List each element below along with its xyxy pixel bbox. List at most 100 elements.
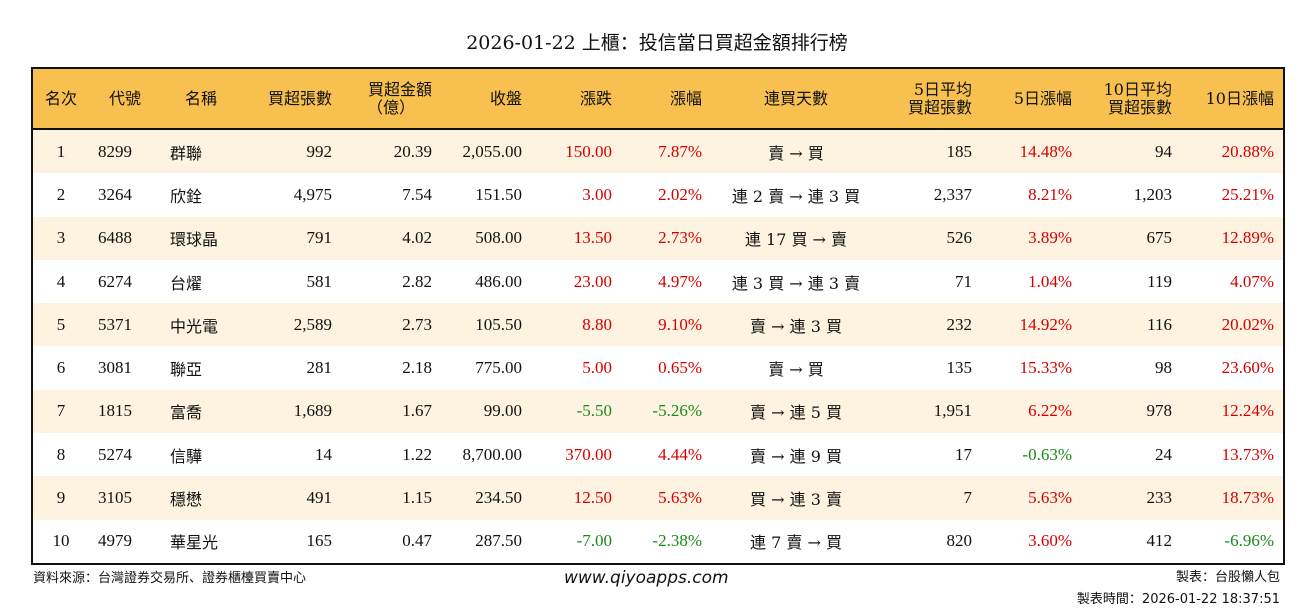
cell-close: 775.00 — [475, 358, 522, 378]
cell-net-buy-amount: 2.82 — [402, 271, 432, 291]
data-source: 資料來源：台灣證券交易所、證券櫃檯買賣中心 — [33, 571, 307, 586]
table-header: 名次 代號 名稱 買超張數 買超金額 （億） 收盤 漲跌 漲幅 連買天數 5日平均 買超張數 5日漲幅 1… — [32, 68, 1284, 130]
cell-name: 環球晶 — [170, 230, 219, 250]
cell-pct10: 4.07% — [1230, 271, 1274, 291]
cell-code: 3081 — [98, 358, 132, 378]
cell-net-buy-amount: 1.67 — [402, 401, 432, 421]
cell-code: 5274 — [98, 444, 132, 464]
header-label: 5日平均 — [913, 79, 972, 99]
cell-change: -5.50 — [576, 401, 612, 421]
cell-close: 287.50 — [475, 531, 522, 551]
header-net-buy-amount: 買超金額 （億） — [341, 68, 441, 130]
cell-close: 508.00 — [475, 228, 522, 248]
cell-code: 3264 — [98, 184, 132, 204]
cell-change: 3.00 — [582, 184, 612, 204]
cell-change: 8.80 — [582, 314, 612, 334]
header-close: 收盤 — [441, 68, 531, 130]
cell-streak: 連 17 買 → 賣 — [744, 230, 848, 250]
cell-net-buy-lots: 1,689 — [293, 401, 332, 421]
cell-close: 105.50 — [475, 314, 522, 334]
cell-pct10: 12.24% — [1221, 401, 1274, 421]
website-link[interactable]: www.qiyoapps.com — [564, 568, 729, 588]
header-label: 5日漲幅 — [1013, 88, 1072, 108]
cell-streak: 賣 → 連 9 買 — [750, 446, 842, 466]
cell-rank: 10 — [52, 531, 70, 551]
cell-rank: 1 — [56, 141, 66, 161]
ranking-table: 名次 代號 名稱 買超張數 買超金額 （億） 收盤 漲跌 漲幅 連買天數 5日平均 買超張數 5日漲幅 1… — [31, 67, 1285, 565]
cell-avg5-lots: 71 — [955, 271, 972, 291]
cell-net-buy-amount: 2.73 — [402, 314, 432, 334]
header-label-line2: 買超張數 — [1107, 97, 1172, 117]
cell-avg10-lots: 98 — [1155, 358, 1172, 378]
timestamp: 製表時間：2026-01-22 18:37:51 — [1076, 592, 1280, 607]
cell-change-pct: 2.73% — [658, 228, 702, 248]
header-code: 代號 — [89, 68, 161, 130]
cell-rank: 2 — [56, 184, 66, 204]
cell-net-buy-lots: 165 — [306, 531, 333, 551]
cell-rank: 5 — [56, 314, 66, 334]
cell-net-buy-amount: 2.18 — [402, 358, 432, 378]
cell-avg10-lots: 978 — [1146, 401, 1173, 421]
cell-pct5: 14.92% — [1019, 314, 1072, 334]
cell-change-pct: -2.38% — [652, 531, 702, 551]
cell-close: 8,700.00 — [462, 444, 523, 464]
cell-name: 信驊 — [170, 446, 203, 466]
cell-streak: 買 → 連 3 賣 — [750, 490, 842, 510]
cell-change-pct: 7.87% — [658, 141, 702, 161]
cell-change: 23.00 — [573, 271, 612, 291]
cell-avg10-lots: 94 — [1155, 141, 1172, 161]
cell-change-pct: 4.44% — [658, 444, 702, 464]
header-streak: 連買天數 — [711, 68, 881, 130]
header-net-buy-lots: 買超張數 — [241, 68, 341, 130]
cell-name: 聯亞 — [170, 360, 203, 380]
cell-avg5-lots: 2,337 — [933, 184, 972, 204]
cell-avg5-lots: 820 — [946, 531, 973, 551]
footer-credits: 製表：台股懶人包 製表時間：2026-01-22 18:37:51 — [1077, 567, 1280, 611]
cell-net-buy-amount: 0.47 — [402, 531, 432, 551]
cell-avg10-lots: 116 — [1147, 314, 1172, 334]
header-label: 10日漲幅 — [1205, 88, 1274, 108]
header-change: 漲跌 — [531, 68, 621, 130]
cell-name: 台燿 — [170, 273, 203, 293]
header-label-line2: 買超張數 — [907, 97, 972, 117]
cell-pct10: 20.02% — [1221, 314, 1274, 334]
header-label: 收盤 — [489, 88, 522, 108]
cell-code: 8299 — [98, 141, 132, 161]
cell-name: 欣銓 — [170, 186, 203, 206]
cell-pct5: 6.22% — [1028, 401, 1072, 421]
cell-pct5: 3.60% — [1028, 531, 1072, 551]
page-title: 2026-01-22 上櫃：投信當日買超金額排行榜 — [466, 32, 848, 54]
cell-avg10-lots: 412 — [1146, 531, 1173, 551]
cell-avg10-lots: 675 — [1146, 228, 1173, 248]
cell-net-buy-amount: 1.22 — [402, 444, 432, 464]
cell-rank: 4 — [56, 271, 66, 291]
cell-change: 12.50 — [573, 488, 612, 508]
cell-pct10: 23.60% — [1221, 358, 1274, 378]
cell-change-pct: 5.63% — [658, 488, 702, 508]
cell-name: 富喬 — [170, 403, 203, 423]
header-rank: 名次 — [32, 68, 89, 130]
table-row: 6 3081 聯亞 281 2.18 775.00 5.00 0.65% 賣 → 買 135 15.… — [32, 346, 1284, 390]
cell-pct5: 15.33% — [1019, 358, 1072, 378]
cell-pct10: 20.88% — [1221, 141, 1274, 161]
table-row: 1 8299 群聯 992 20.39 2,055.00 150.00 7.87% 賣 → 買 1… — [32, 129, 1284, 174]
header-pct10: 10日漲幅 — [1181, 68, 1284, 130]
table-row: 9 3105 穩懋 491 1.15 234.50 12.50 5.63% 買 → 連 3 賣 7… — [32, 476, 1284, 520]
header-label: 代號 — [108, 88, 141, 108]
header-label: 名次 — [44, 88, 77, 108]
author: 製表：台股懶人包 — [1175, 570, 1280, 585]
cell-streak: 賣 → 買 — [768, 143, 824, 163]
cell-rank: 7 — [56, 401, 66, 421]
cell-close: 151.50 — [475, 184, 522, 204]
cell-pct5: 8.21% — [1028, 184, 1072, 204]
table-row: 4 6274 台燿 581 2.82 486.00 23.00 4.97% 連 3 買 → 連 … — [32, 259, 1284, 304]
cell-pct10: 12.89% — [1221, 228, 1274, 248]
header-label: 漲幅 — [669, 88, 702, 108]
cell-avg5-lots: 7 — [963, 488, 973, 508]
cell-change-pct: -5.26% — [652, 401, 702, 421]
cell-streak: 賣 → 買 — [768, 360, 824, 380]
cell-net-buy-lots: 2,589 — [293, 314, 332, 334]
cell-net-buy-amount: 4.02 — [402, 228, 432, 248]
cell-pct10: 25.21% — [1221, 184, 1274, 204]
cell-avg5-lots: 185 — [946, 141, 973, 161]
